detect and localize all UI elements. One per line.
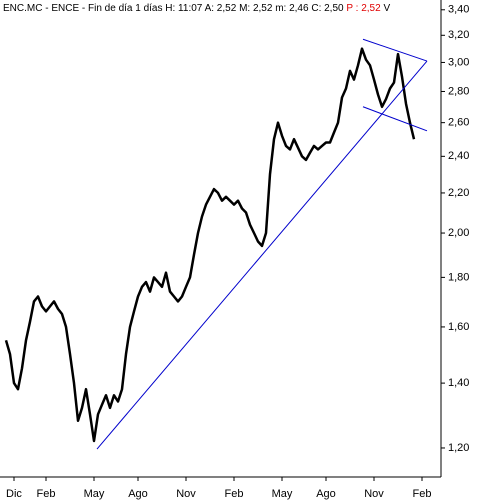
trend-line: [96, 60, 428, 450]
x-tick-label: May: [84, 488, 105, 500]
y-tick-label: 2,00: [448, 227, 469, 239]
y-tick-label: 2,40: [448, 150, 469, 162]
chart-title: ENC.MC - ENCE - Fin de día 1 días: [3, 3, 163, 14]
quote-item: C: 2,50: [311, 3, 344, 14]
x-tick-label: Ago: [128, 488, 148, 500]
y-tick-label: 1,20: [448, 442, 469, 454]
x-tick-label: Feb: [37, 488, 56, 500]
y-tick-label: 1,80: [448, 271, 469, 283]
y-tick-label: 3,40: [448, 4, 469, 16]
x-tick-label: Nov: [176, 488, 196, 500]
y-tick-label: 3,00: [448, 56, 469, 68]
trend-line: [362, 106, 428, 132]
y-tick-label: 2,20: [448, 187, 469, 199]
x-tick-label: May: [272, 488, 293, 500]
y-tick-label: 3,20: [448, 29, 469, 41]
y-tick-label: 2,60: [448, 117, 469, 129]
x-tick-label: Nov: [364, 488, 384, 500]
quote-item: H: 11:07: [165, 3, 202, 14]
trend-line: [362, 38, 428, 62]
quote-item: A: 2,52: [205, 3, 237, 14]
volume-label: V: [383, 3, 390, 14]
x-tick-label: Dic: [6, 488, 22, 500]
last-price: P : 2,52: [346, 3, 381, 14]
y-tick-label: 1,60: [448, 321, 469, 333]
quote-item: M: 2,52: [239, 3, 273, 14]
x-tick-label: Feb: [413, 488, 432, 500]
header-text: ENC.MC - ENCE - Fin de día 1 días H: 11:…: [3, 3, 390, 14]
x-tick-label: Ago: [316, 488, 336, 500]
price-line: [4, 47, 416, 443]
x-tick-label: Feb: [225, 488, 244, 500]
quote-item: m: 2,46: [275, 3, 309, 14]
y-tick-label: 2,80: [448, 85, 469, 97]
y-tick-label: 1,40: [448, 377, 469, 389]
header-bar: [0, 0, 438, 16]
